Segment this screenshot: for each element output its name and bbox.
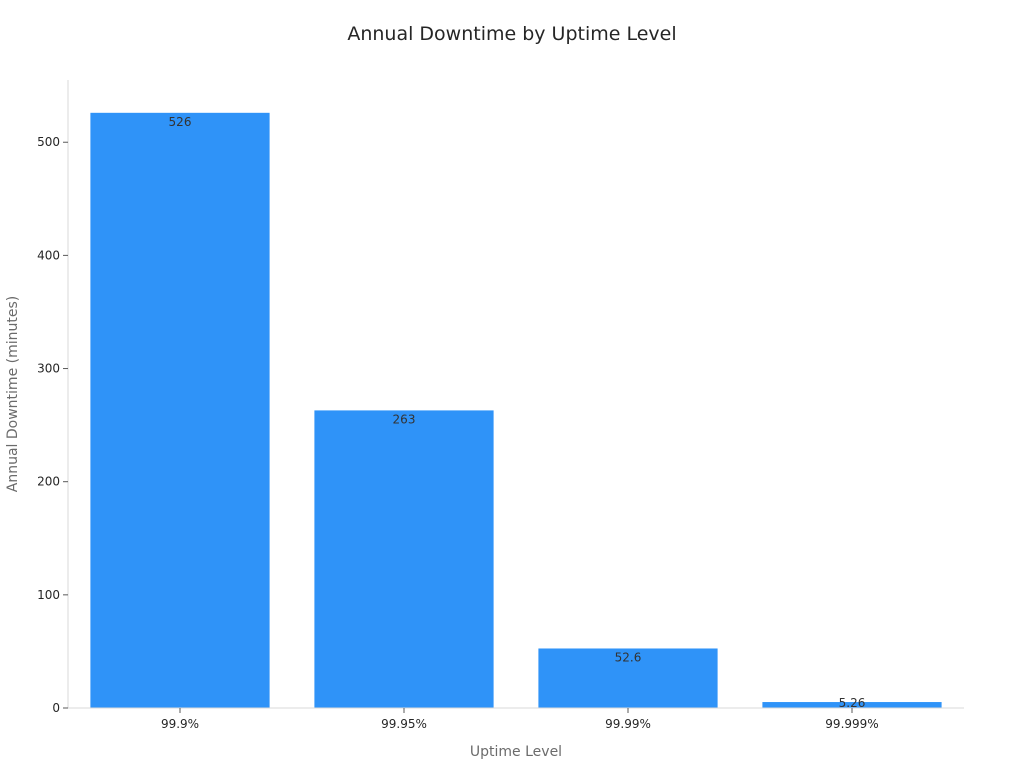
data-label-4: 5.26 — [839, 696, 866, 710]
bar-4 — [762, 702, 942, 708]
y-tick-label-1: 0 — [52, 701, 60, 715]
x-tick-label-4: 99.999% — [825, 717, 878, 731]
y-tick-label-6: 500 — [37, 135, 60, 149]
data-labels-group: 526 263 52.6 5.26 — [169, 115, 866, 710]
y-tick-label-3: 200 — [37, 475, 60, 489]
chart-title: Annual Downtime by Uptime Level — [347, 23, 676, 45]
y-tick-label-5: 400 — [37, 248, 60, 262]
y-axis-ticks: 0 100 200 300 400 500 — [37, 135, 68, 715]
x-axis-title: Uptime Level — [470, 744, 562, 760]
bar-1 — [90, 112, 270, 709]
y-tick-label-4: 300 — [37, 362, 60, 376]
x-tick-label-2: 99.95% — [381, 717, 427, 731]
bars-group — [90, 112, 942, 709]
bar-3 — [538, 648, 718, 708]
x-axis-ticks: 99.9% 99.95% 99.99% 99.999% — [161, 708, 879, 731]
y-axis-title: Annual Downtime (minutes) — [5, 296, 21, 492]
x-tick-label-3: 99.99% — [605, 717, 651, 731]
y-tick-label-2: 100 — [37, 588, 60, 602]
x-tick-label-1: 99.9% — [161, 717, 199, 731]
data-label-2: 263 — [393, 412, 416, 426]
data-label-3: 52.6 — [615, 650, 642, 664]
data-label-1: 526 — [169, 115, 192, 129]
bar-2 — [314, 410, 494, 708]
